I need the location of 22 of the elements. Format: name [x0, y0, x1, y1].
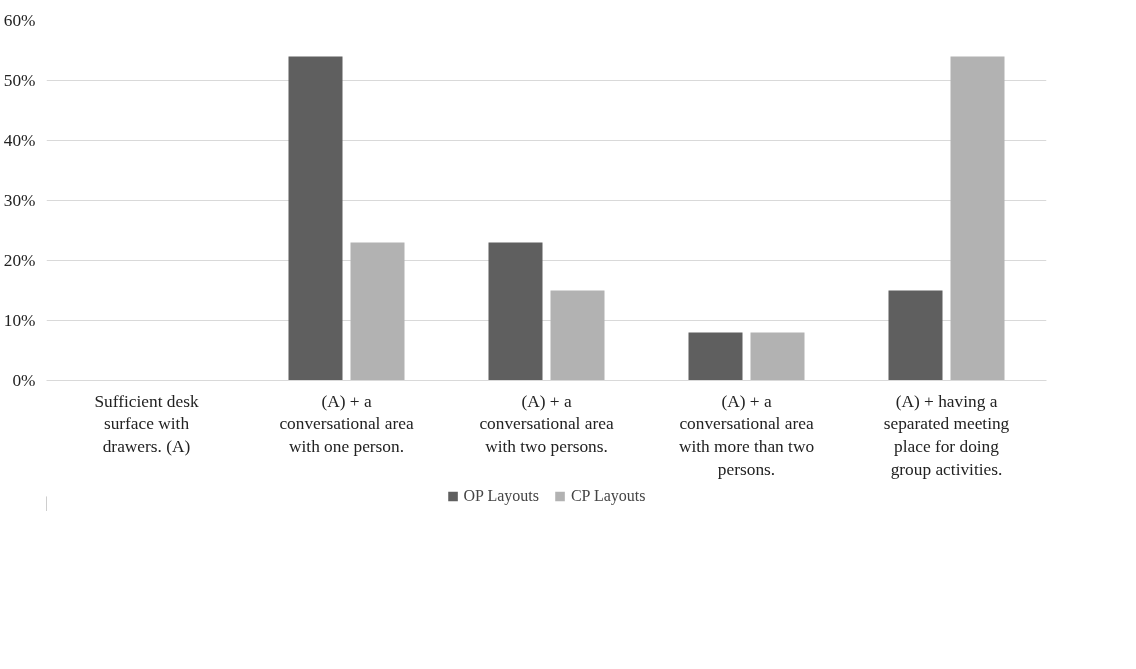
bar — [550, 290, 605, 381]
bar — [888, 290, 943, 381]
bar — [688, 332, 743, 381]
x-tick-label: (A) + a conversational area with one person. — [279, 391, 414, 457]
y-tick-label: 10% — [3, 311, 36, 330]
y-tick-label: 20% — [3, 251, 36, 270]
y-tick-label: 30% — [3, 191, 36, 210]
x-tick-label: (A) + having a separated meeting place for doing group activities. — [883, 391, 1010, 479]
x-tick-label: (A) + a conversational area with more than two persons. — [678, 391, 815, 479]
y-tick-label: 60% — [3, 11, 36, 30]
bar — [350, 242, 405, 381]
legend-label: OP Layouts — [463, 487, 539, 505]
y-tick-label: 0% — [12, 371, 36, 390]
x-tick-label: Sufficient desk surface with drawers. (A) — [94, 391, 199, 457]
bar — [288, 56, 343, 381]
bar — [488, 242, 543, 381]
y-tick-label: 50% — [3, 71, 36, 90]
y-tick-label: 40% — [3, 131, 36, 150]
bar — [750, 332, 805, 381]
legend-label: CP Layouts — [570, 487, 646, 505]
x-tick-label: (A) + a conversational area with two persons. — [479, 391, 614, 457]
bar — [950, 56, 1005, 381]
